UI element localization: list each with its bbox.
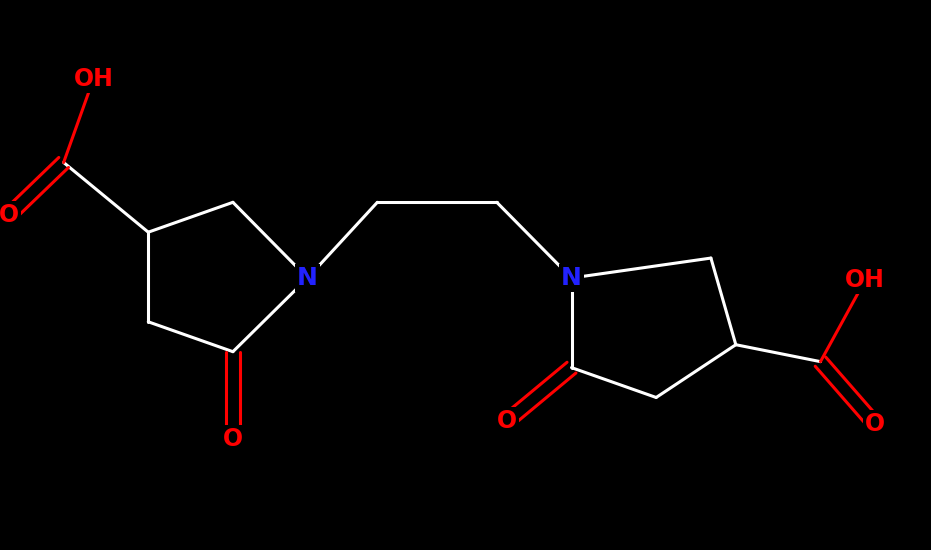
Text: OH: OH [74, 67, 114, 91]
Text: N: N [297, 266, 318, 290]
Text: OH: OH [845, 268, 885, 292]
Text: O: O [865, 412, 885, 436]
Text: N: N [561, 266, 582, 290]
Text: O: O [223, 427, 243, 452]
Text: O: O [0, 204, 19, 227]
Text: O: O [497, 409, 517, 433]
